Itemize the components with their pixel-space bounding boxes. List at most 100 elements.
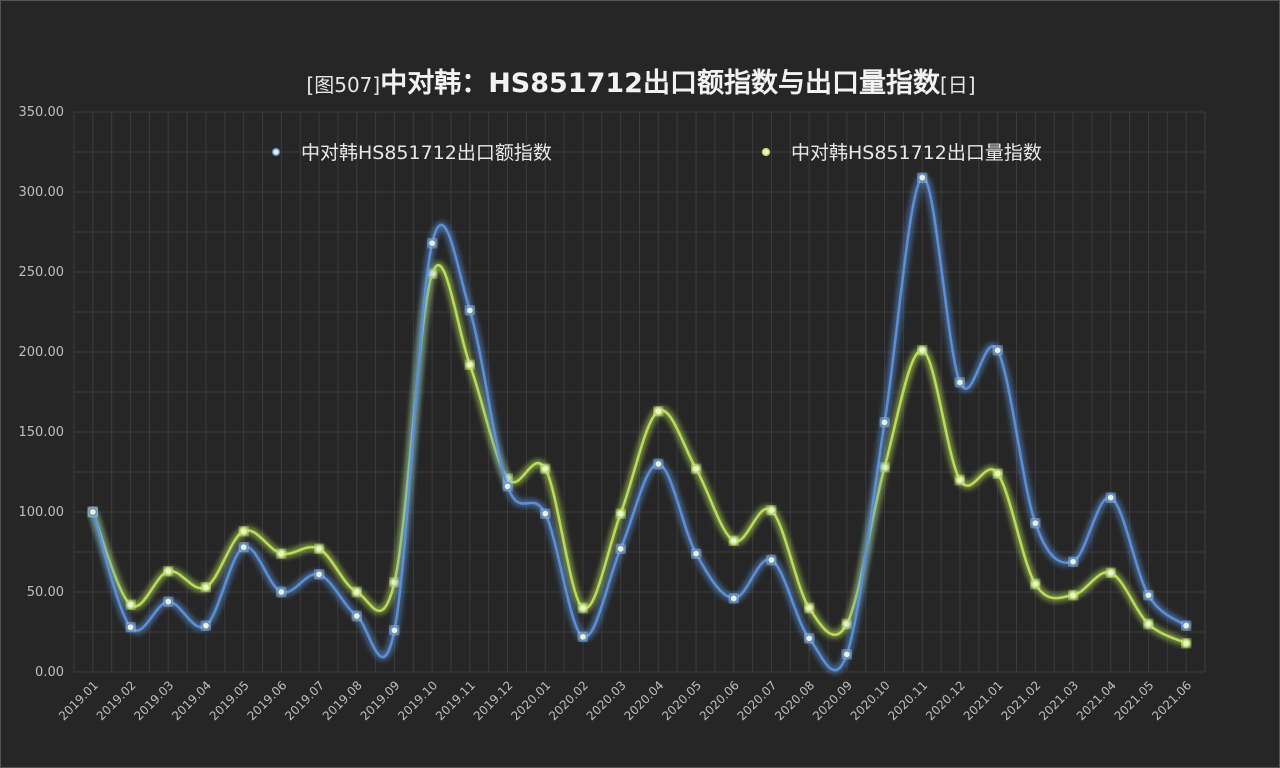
data-point	[616, 509, 626, 518]
x-axis: 2019.012019.022019.032019.042019.052019.…	[56, 678, 1194, 723]
data-point	[314, 570, 324, 579]
data-point	[88, 507, 98, 517]
y-tick-label: 200.00	[19, 345, 65, 360]
x-tick-label: 2020.03	[584, 678, 629, 723]
data-point	[540, 464, 550, 474]
data-point	[993, 346, 1003, 355]
data-point	[1031, 579, 1040, 589]
series-line	[91, 176, 1187, 672]
data-point	[390, 626, 399, 635]
data-point	[804, 603, 814, 613]
data-point	[540, 509, 550, 518]
data-point	[352, 587, 362, 597]
x-tick-label: 2021.03	[1036, 678, 1081, 723]
data-point	[955, 378, 965, 387]
data-point	[201, 621, 211, 630]
data-point	[1068, 590, 1078, 600]
x-tick-label: 2019.06	[244, 678, 289, 723]
x-tick-label: 2021.02	[998, 678, 1043, 723]
data-point	[955, 475, 965, 485]
y-tick-label: 300.00	[19, 185, 65, 200]
data-point	[842, 619, 852, 629]
data-point	[465, 306, 475, 315]
data-point	[993, 469, 1003, 478]
data-point	[1106, 568, 1116, 578]
data-point	[842, 650, 852, 659]
data-point	[767, 506, 776, 515]
data-point	[578, 632, 588, 642]
series-export-value	[88, 173, 1191, 672]
x-tick-label: 2019.01	[56, 678, 101, 723]
data-point	[126, 600, 135, 610]
y-axis: 0.00 50.00 100.00 150.00 200.00 250.00 300.00 3…	[19, 105, 65, 680]
x-tick-label: 2020.12	[923, 678, 968, 723]
y-tick-label: 150.00	[19, 425, 65, 440]
data-point	[654, 406, 663, 416]
x-tick-label: 2019.10	[395, 678, 440, 723]
title-main: 中对韩：HS851712出口额指数与出口量指数	[380, 68, 940, 99]
data-point	[465, 360, 475, 370]
data-point	[314, 544, 324, 554]
x-tick-label: 2021.05	[1112, 678, 1157, 723]
legend-marker	[271, 147, 281, 157]
data-point	[1144, 619, 1153, 629]
data-point	[1068, 557, 1078, 566]
legend-item: 中对韩HS851712出口额指数	[259, 142, 552, 164]
x-tick-label: 2021.04	[1074, 678, 1119, 723]
x-tick-label: 2019.09	[358, 678, 403, 723]
data-point	[917, 346, 927, 355]
title-suffix: [日]	[939, 73, 976, 97]
data-point	[1181, 638, 1191, 648]
x-tick-label: 2019.08	[320, 678, 365, 723]
x-tick-label: 2020.05	[659, 678, 704, 723]
x-tick-label: 2020.01	[508, 678, 553, 723]
data-point	[691, 549, 701, 558]
legend-label: 中对韩HS851712出口额指数	[301, 142, 552, 164]
series-line	[91, 263, 1187, 645]
x-tick-label: 2019.12	[471, 678, 516, 723]
x-tick-label: 2019.11	[433, 678, 478, 723]
legend-item: 中对韩HS851712出口量指数	[749, 142, 1042, 164]
x-tick-label: 2019.05	[207, 678, 252, 723]
data-point	[1181, 621, 1191, 630]
x-tick-label: 2020.06	[697, 678, 742, 723]
x-tick-label: 2020.11	[885, 678, 930, 723]
data-point	[880, 418, 889, 427]
series-layer	[88, 173, 1191, 672]
data-point	[729, 594, 739, 603]
y-tick-label: 350.00	[19, 105, 65, 120]
y-tick-label: 0.00	[35, 665, 64, 680]
data-point	[427, 269, 437, 278]
data-point	[729, 536, 739, 546]
x-tick-label: 2020.04	[621, 678, 666, 723]
x-tick-label: 2021.06	[1149, 678, 1194, 723]
x-tick-label: 2020.08	[772, 678, 817, 723]
x-tick-label: 2020.10	[848, 678, 893, 723]
data-point	[767, 555, 776, 565]
x-tick-label: 2019.02	[94, 678, 139, 723]
x-tick-label: 2019.03	[131, 678, 176, 723]
data-point	[880, 462, 889, 472]
y-tick-label: 100.00	[19, 505, 65, 520]
data-point	[201, 582, 211, 592]
data-point	[616, 544, 626, 554]
x-tick-label: 2020.02	[546, 678, 591, 723]
data-point	[1144, 590, 1153, 600]
title-prefix: [图507]	[306, 73, 381, 97]
data-point	[503, 482, 512, 491]
data-point	[390, 578, 399, 587]
data-point	[126, 622, 135, 632]
y-tick-label: 250.00	[19, 265, 65, 280]
legend: 中对韩HS851712出口额指数 中对韩HS851712出口量指数	[259, 142, 1042, 164]
data-point	[1106, 493, 1116, 502]
legend-marker	[761, 147, 771, 157]
data-point	[352, 611, 362, 621]
data-point	[163, 597, 173, 606]
data-point	[277, 587, 286, 597]
x-tick-label: 2021.01	[961, 678, 1006, 723]
data-point	[163, 566, 173, 576]
data-point	[578, 603, 588, 613]
x-tick-label: 2019.07	[282, 678, 327, 723]
